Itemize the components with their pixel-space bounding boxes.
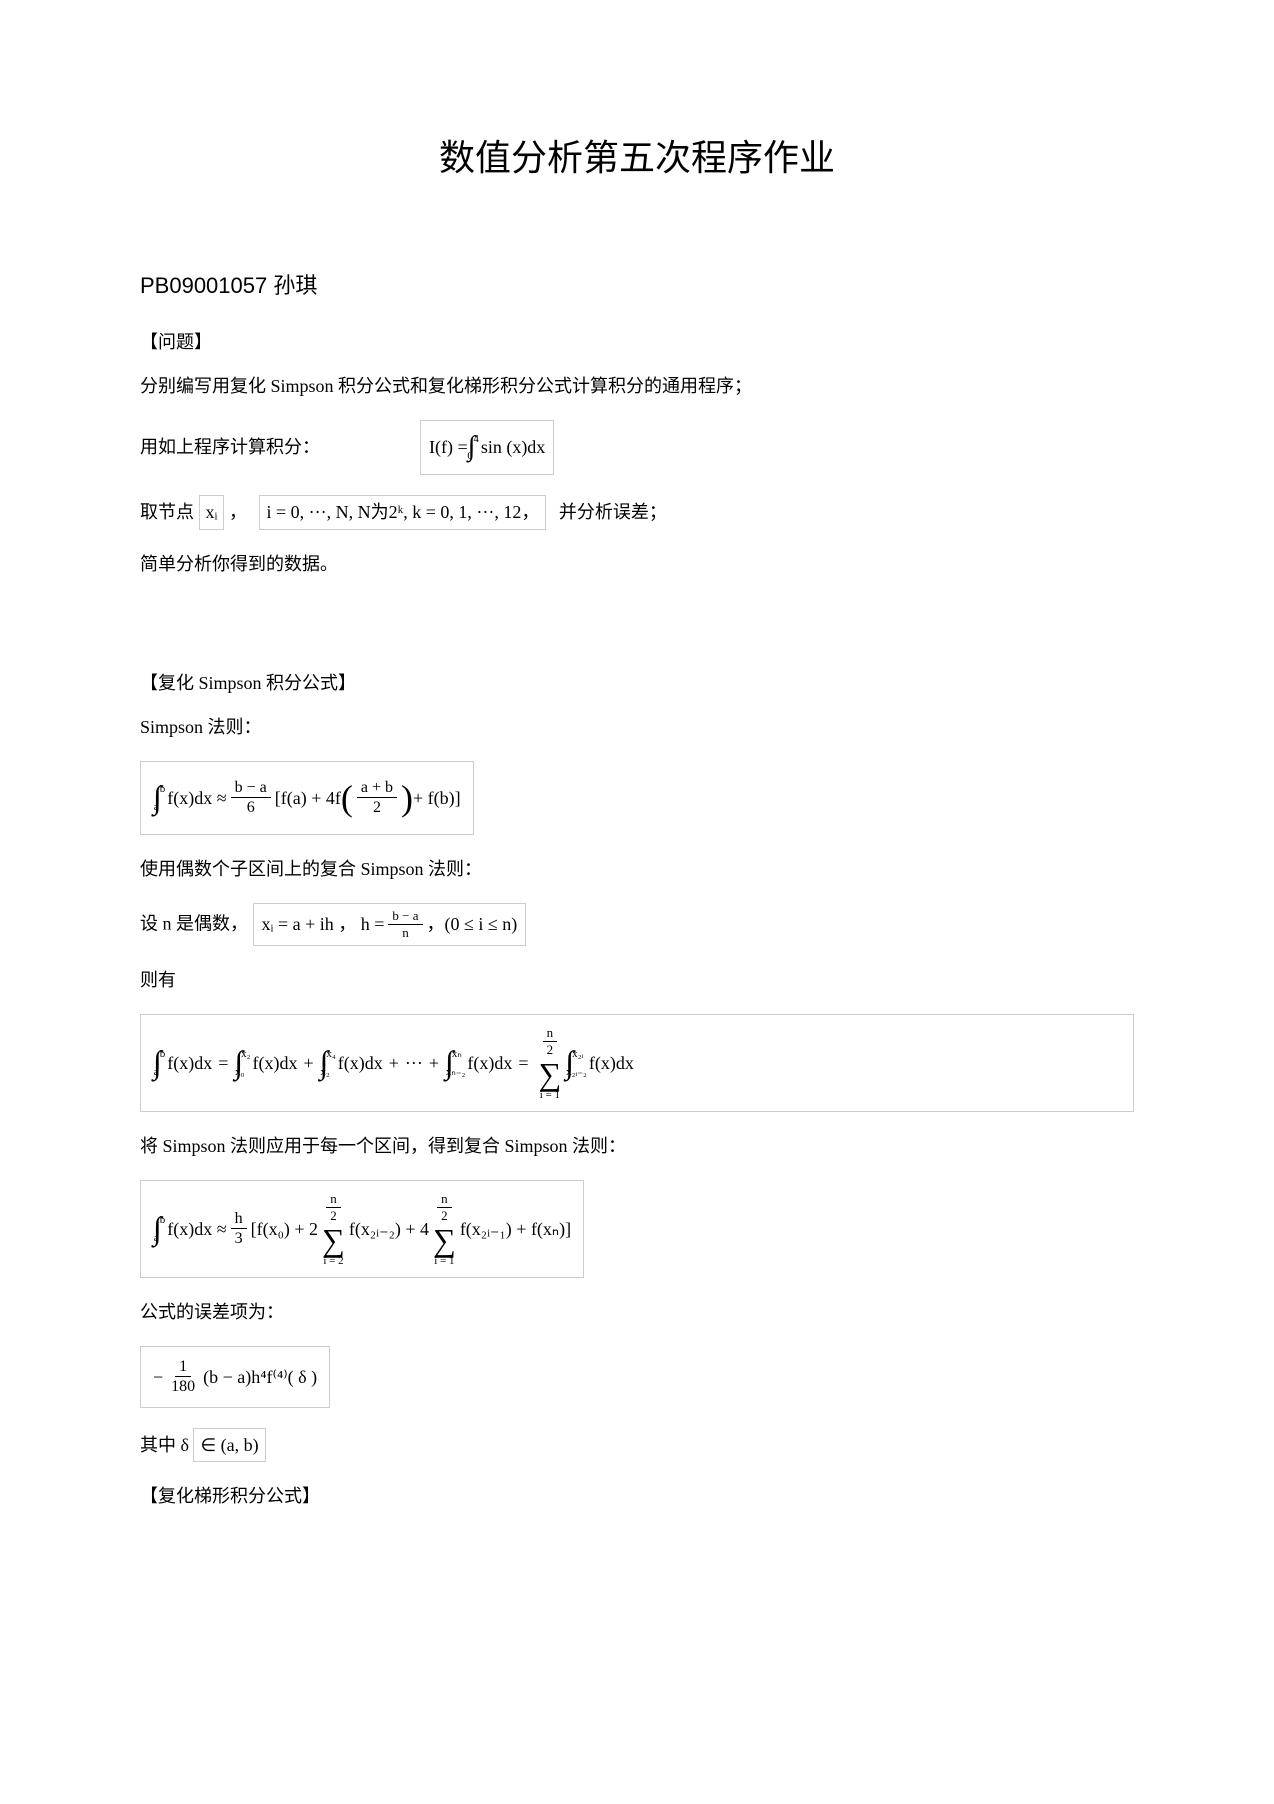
nodes-line: 取节点 xᵢ ， i = 0, ···, N, N为2ᵏ, k = 0, 1, … bbox=[140, 495, 1134, 530]
cs1-b: i = 2 bbox=[323, 1256, 343, 1267]
section-simpson: 【复化 Simpson 积分公式】 bbox=[140, 669, 1134, 698]
integral-symbol: ∫ 4 0 bbox=[468, 425, 481, 470]
summation-comp-2: n2 ∑ i = 1 bbox=[433, 1191, 456, 1266]
delta-line: 其中 δ ∈ (a, b) bbox=[140, 1428, 1134, 1463]
delta-box: ∈ (a, b) bbox=[193, 1428, 265, 1463]
cs2-n: n bbox=[437, 1191, 452, 1208]
integral-label: 用如上程序计算积分： bbox=[140, 433, 320, 462]
author-line: PB09001057 孙琪 bbox=[140, 268, 1134, 303]
n-part2: ，(0 ≤ i ≤ n) bbox=[427, 910, 518, 939]
integrand-3: f(x)dx bbox=[467, 1049, 512, 1078]
err-num: 1 bbox=[175, 1357, 191, 1377]
cs1-n: n bbox=[326, 1191, 341, 1208]
composite-simpson-formula: ∫ ba f(x)dx ≈ h 3 [f(x₀) + 2 n2 ∑ i = 2 … bbox=[140, 1180, 1134, 1277]
plus-2: + bbox=[389, 1049, 399, 1078]
err-text: (b − a)h⁴f⁽⁴⁾( δ ) bbox=[203, 1363, 317, 1392]
simpson-text1: [f(a) + 4f bbox=[275, 784, 341, 813]
nodes-pre: 取节点 bbox=[140, 502, 194, 522]
n-formula-box: xᵢ = a + ih ， h = b − a n ，(0 ≤ i ≤ n) bbox=[253, 903, 527, 945]
eq: = bbox=[218, 1049, 228, 1078]
simpson-basic-formula: ∫ ba f(x)dx ≈ b − a 6 [f(a) + 4f ( a + b… bbox=[140, 761, 1134, 834]
section-trapezoid: 【复化梯形积分公式】 bbox=[140, 1482, 1134, 1511]
h-den: 3 bbox=[231, 1229, 247, 1248]
author-id: PB09001057 bbox=[140, 273, 267, 298]
xi-box: xᵢ bbox=[199, 495, 225, 530]
author-name: 孙琪 bbox=[273, 273, 317, 298]
sum-bot: i = 1 bbox=[540, 1090, 560, 1101]
frac-den-2: 2 bbox=[369, 798, 385, 817]
integrand-0: f(x)dx bbox=[167, 1049, 212, 1078]
frac-num-ab: a + b bbox=[357, 778, 397, 798]
error-label: 公式的误差项为： bbox=[140, 1298, 1134, 1327]
then-label: 则有 bbox=[140, 966, 1134, 995]
comp-term2: f(x₂ᵢ₋₁) + f(xₙ)] bbox=[460, 1215, 571, 1244]
nodes-post: 并分析误差； bbox=[559, 502, 667, 522]
frac-num-ba: b − a bbox=[231, 778, 271, 798]
decomposition-formula: ∫ ba f(x)dx = ∫ x₂x₀ f(x)dx + ∫ x₄x₂ f(x… bbox=[140, 1014, 1134, 1111]
delta-pre: 其中 δ bbox=[140, 1435, 189, 1455]
n-even-line: 设 n 是偶数， xᵢ = a + ih ， h = b − a n ，(0 ≤… bbox=[140, 903, 1134, 945]
summation-comp-1: n2 ∑ i = 2 bbox=[322, 1191, 345, 1266]
summation-1: n2 ∑ i = 1 bbox=[538, 1025, 561, 1100]
dots: ··· bbox=[405, 1049, 423, 1078]
h-frac-den: n bbox=[398, 925, 413, 941]
integrand: sin (x)dx bbox=[481, 433, 546, 462]
integrand-2: f(x)dx bbox=[338, 1049, 383, 1078]
sum-n: n bbox=[543, 1025, 558, 1042]
plus-3: + bbox=[429, 1049, 439, 1078]
simpson-text2: + f(b)] bbox=[413, 784, 461, 813]
integral-prefix: I(f) = bbox=[429, 433, 468, 462]
n-even-pre: 设 n 是偶数， bbox=[140, 914, 248, 934]
simpson-even-label: 使用偶数个子区间上的复合 Simpson 法则： bbox=[140, 855, 1134, 884]
integrand-4: f(x)dx bbox=[589, 1049, 634, 1078]
h-frac-num: b − a bbox=[388, 908, 422, 925]
h-num: h bbox=[231, 1209, 247, 1229]
eq-2: = bbox=[518, 1049, 528, 1078]
simpson-rule-label: Simpson 法则： bbox=[140, 713, 1134, 742]
cs2-b: i = 1 bbox=[434, 1256, 454, 1267]
error-formula: − 1 180 (b − a)h⁴f⁽⁴⁾( δ ) bbox=[140, 1346, 1134, 1407]
page-title: 数值分析第五次程序作业 bbox=[140, 130, 1134, 188]
problem-text-4: 简单分析你得到的数据。 bbox=[140, 550, 1134, 579]
n-part1: xᵢ = a + ih ， h = bbox=[262, 910, 385, 939]
integral-line: 用如上程序计算积分： I(f) = ∫ 4 0 sin (x)dx bbox=[140, 420, 1134, 475]
plus-1: + bbox=[304, 1049, 314, 1078]
err-den: 180 bbox=[167, 1377, 199, 1396]
problem-text-1: 分别编写用复化 Simpson 积分公式和复化梯形积分公式计算积分的通用程序； bbox=[140, 372, 1134, 401]
section-problem: 【问题】 bbox=[140, 328, 1134, 357]
nodes-mid: ， bbox=[229, 502, 247, 522]
integrand-1: f(x)dx bbox=[253, 1049, 298, 1078]
comp-t1: [f(x₀) + 2 bbox=[251, 1215, 318, 1244]
nodes-formula-box: i = 0, ···, N, N为2ᵏ, k = 0, 1, ···, 12， bbox=[259, 495, 546, 530]
apply-label: 将 Simpson 法则应用于每一个区间，得到复合 Simpson 法则： bbox=[140, 1132, 1134, 1161]
comp-term1: f(x₂ᵢ₋₂) + 4 bbox=[349, 1215, 429, 1244]
integral-formula-box: I(f) = ∫ 4 0 sin (x)dx bbox=[420, 420, 554, 475]
frac-den-6: 6 bbox=[243, 798, 259, 817]
